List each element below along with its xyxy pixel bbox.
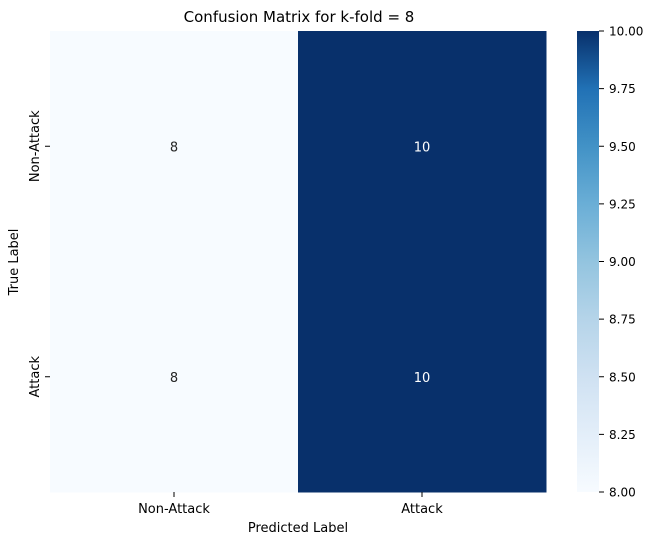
x-axis-label: Predicted Label [248, 521, 348, 536]
heatmap-cell [298, 261, 547, 493]
y-tick-label: Attack [28, 356, 43, 398]
colorbar-tick-label: 8.25 [609, 428, 636, 442]
y-axis-label: True Label [7, 229, 22, 297]
cell-value-label: 10 [414, 371, 431, 386]
x-tick-label: Non-Attack [138, 502, 210, 517]
y-tick-label: Non-Attack [28, 110, 43, 182]
heatmap-cell [50, 31, 299, 262]
colorbar [577, 31, 599, 492]
cell-value-label: 8 [170, 371, 178, 386]
colorbar-tick-label: 8.00 [609, 486, 636, 500]
chart-title: Confusion Matrix for k-fold = 8 [184, 8, 415, 26]
x-axis-ticks: Non-Attack Attack [138, 492, 443, 517]
colorbar-tick-label: 9.25 [609, 197, 636, 211]
colorbar-tick-label: 10.00 [609, 25, 643, 39]
y-axis-ticks: Non-Attack Attack [28, 110, 50, 398]
x-tick-label: Attack [401, 502, 443, 517]
colorbar-tick-label: 9.50 [609, 140, 636, 154]
colorbar-tick-label: 8.50 [609, 370, 636, 384]
heatmap-cell [50, 261, 299, 493]
cell-value-label: 10 [414, 140, 431, 155]
colorbar-ticks: 8.00 8.25 8.50 8.75 9.00 9.25 9.50 9.75 10.00 [599, 25, 643, 500]
heatmap-cells: 8 10 8 10 [50, 31, 547, 493]
cell-value-label: 8 [170, 140, 178, 155]
colorbar-tick-label: 8.75 [609, 313, 636, 327]
colorbar-tick-label: 9.75 [609, 82, 636, 96]
colorbar-tick-label: 9.00 [609, 255, 636, 269]
heatmap-cell [298, 31, 547, 262]
